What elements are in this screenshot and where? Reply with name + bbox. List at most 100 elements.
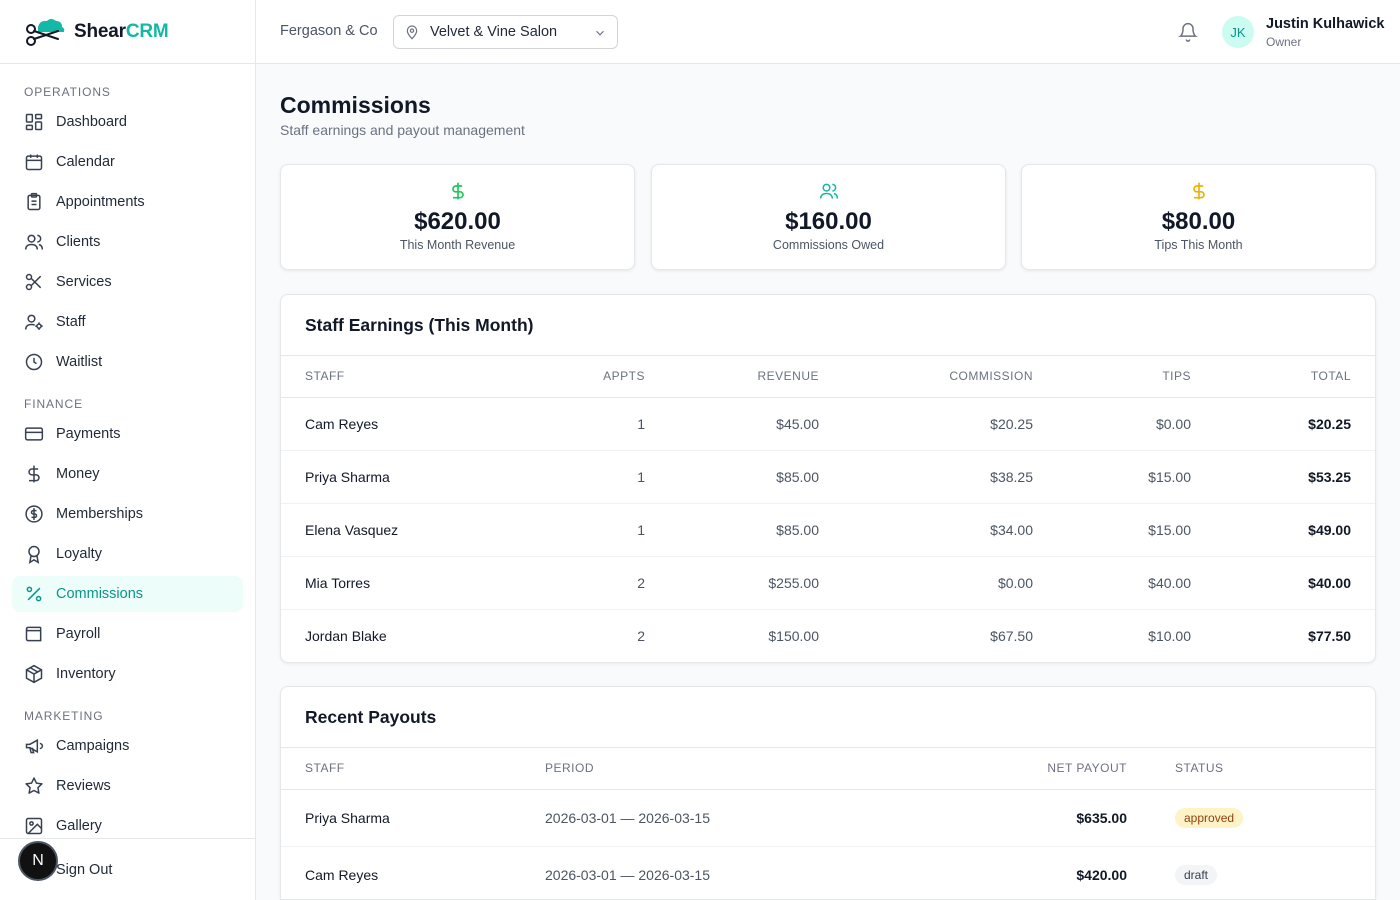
status-badge: draft bbox=[1175, 864, 1218, 885]
stat-value: $80.00 bbox=[1161, 208, 1236, 235]
cell-staff: Cam Reyes bbox=[305, 866, 379, 883]
sidebar-item-payments[interactable]: Payments bbox=[12, 416, 243, 452]
cell-commission: $67.50 bbox=[990, 627, 1033, 644]
cell-appts: 1 bbox=[541, 450, 669, 504]
sidebar-item-label: Money bbox=[56, 466, 100, 482]
sidebar-item-label: Gallery bbox=[56, 818, 102, 834]
sidebar-item-waitlist[interactable]: Waitlist bbox=[12, 344, 243, 380]
card-title: Recent Payouts bbox=[281, 687, 1375, 748]
cell-commission: $20.25 bbox=[843, 397, 1057, 451]
table-row: Mia Torres 2 $255.00 $0.00 $40.00 $40.00 bbox=[281, 556, 1375, 610]
brand[interactable]: ShearCRM bbox=[0, 0, 255, 64]
cell-commission: $34.00 bbox=[843, 503, 1057, 557]
sidebar-item-calendar[interactable]: Calendar bbox=[12, 144, 243, 180]
sidebar-item-payroll[interactable]: Payroll bbox=[12, 616, 243, 652]
clipboard-icon bbox=[24, 192, 44, 212]
cell-appts: 2 bbox=[637, 627, 645, 644]
cell-tips: $10.00 bbox=[1148, 627, 1191, 644]
stat-card-tips: $80.00 Tips This Month bbox=[1021, 164, 1376, 270]
stat-label: Commissions Owed bbox=[772, 238, 885, 252]
megaphone-icon bbox=[24, 736, 44, 756]
column-header: Commission bbox=[843, 356, 1057, 398]
avatar[interactable]: JK bbox=[1222, 16, 1254, 48]
status-badge: approved bbox=[1175, 807, 1244, 828]
stat-card-commissions: $160.00 Commissions Owed bbox=[651, 164, 1006, 270]
sidebar-item-label: Campaigns bbox=[56, 738, 130, 754]
cell-tips: $15.00 bbox=[1057, 450, 1215, 504]
cell-tips: $0.00 bbox=[1057, 397, 1215, 451]
sidebar-item-commissions[interactable]: Commissions bbox=[12, 576, 243, 612]
section-title-operations: OPERATIONS bbox=[24, 85, 111, 99]
sidebar-item-label: Reviews bbox=[56, 778, 111, 794]
cell-total: $53.25 bbox=[1215, 450, 1375, 504]
scissors-logo-icon bbox=[24, 17, 68, 47]
table-row: Cam Reyes 2026-03-01 — 2026-03-15 $420.0… bbox=[281, 846, 1375, 899]
sidebar-item-gallery[interactable]: Gallery bbox=[12, 808, 243, 844]
column-header: Staff bbox=[281, 748, 521, 790]
bell-icon[interactable] bbox=[1178, 22, 1198, 42]
table-row: Priya Sharma 1 $85.00 $38.25 $15.00 $53.… bbox=[281, 450, 1375, 504]
users-icon bbox=[24, 232, 44, 252]
section-title-marketing: MARKETING bbox=[24, 709, 104, 723]
sidebar-item-label: Dashboard bbox=[56, 114, 127, 130]
cell-commission: $0.00 bbox=[843, 556, 1057, 610]
stat-label: This Month Revenue bbox=[399, 238, 516, 252]
column-header: Appts bbox=[541, 356, 669, 398]
sidebar-item-appointments[interactable]: Appointments bbox=[12, 184, 243, 220]
award-icon bbox=[24, 544, 44, 564]
column-header: Total bbox=[1215, 356, 1375, 398]
n-badge-button[interactable]: N bbox=[18, 841, 58, 881]
location-select[interactable]: Velvet & Vine Salon bbox=[393, 15, 618, 49]
cell-staff: Cam Reyes bbox=[281, 397, 541, 451]
sidebar-item-label: Waitlist bbox=[56, 354, 103, 370]
users-icon bbox=[819, 181, 839, 201]
cell-revenue: $85.00 bbox=[669, 450, 843, 504]
staff-earnings-table: Staff Appts Revenue Commission Tips Tota… bbox=[281, 356, 1375, 662]
sidebar-item-memberships[interactable]: Memberships bbox=[12, 496, 243, 532]
table-row: Cam Reyes 1 $45.00 $20.25 $0.00 $20.25 bbox=[281, 397, 1375, 451]
sidebar-item-label: Payments bbox=[56, 426, 121, 442]
stat-label: Tips This Month bbox=[1154, 238, 1243, 252]
sidebar-item-staff[interactable]: Staff bbox=[12, 304, 243, 340]
brand-name: ShearCRM bbox=[74, 20, 169, 42]
recent-payouts-table: Staff Period Net Payout Status Priya Sha… bbox=[281, 748, 1375, 899]
sign-out-button[interactable]: Sign Out bbox=[0, 838, 255, 900]
sidebar-item-services[interactable]: Services bbox=[12, 264, 243, 300]
cell-revenue: $255.00 bbox=[669, 556, 843, 610]
clock-icon bbox=[24, 352, 44, 372]
column-header: Revenue bbox=[669, 356, 843, 398]
cell-staff: Jordan Blake bbox=[305, 627, 387, 644]
sidebar-item-loyalty[interactable]: Loyalty bbox=[12, 536, 243, 572]
sidebar-item-reviews[interactable]: Reviews bbox=[12, 768, 243, 804]
dollar-icon bbox=[1189, 181, 1209, 201]
org-name: Fergason & Co bbox=[280, 23, 378, 39]
staff-earnings-card: Staff Earnings (This Month) Staff Appts … bbox=[280, 294, 1376, 663]
user-name: Justin Kulhawick bbox=[1266, 16, 1385, 32]
sidebar-item-clients[interactable]: Clients bbox=[12, 224, 243, 260]
sidebar-item-campaigns[interactable]: Campaigns bbox=[12, 728, 243, 764]
scissors-icon bbox=[24, 272, 44, 292]
sidebar-item-inventory[interactable]: Inventory bbox=[12, 656, 243, 692]
dollar-icon bbox=[24, 464, 44, 484]
section-title-finance: FINANCE bbox=[24, 397, 83, 411]
sidebar-item-label: Calendar bbox=[56, 154, 115, 170]
wallet-icon bbox=[24, 624, 44, 644]
user-cog-icon bbox=[24, 312, 44, 332]
percent-icon bbox=[24, 584, 44, 604]
chevron-down-icon bbox=[593, 26, 607, 40]
cell-tips: $40.00 bbox=[1057, 556, 1215, 610]
column-header: Tips bbox=[1057, 356, 1215, 398]
card-title: Staff Earnings (This Month) bbox=[281, 295, 1375, 356]
cell-tips: $15.00 bbox=[1057, 503, 1215, 557]
cell-net-payout: $420.00 bbox=[1076, 866, 1127, 883]
dashboard-icon bbox=[24, 112, 44, 132]
dollar-icon bbox=[448, 181, 468, 201]
cell-appts: 2 bbox=[541, 556, 669, 610]
sidebar-item-money[interactable]: Money bbox=[12, 456, 243, 492]
sidebar: ShearCRM OPERATIONS Dashboard Calendar A… bbox=[0, 0, 256, 900]
page-title: Commissions bbox=[280, 92, 431, 118]
cell-staff: Mia Torres bbox=[281, 556, 541, 610]
map-pin-icon bbox=[404, 24, 420, 40]
sidebar-item-dashboard[interactable]: Dashboard bbox=[12, 104, 243, 140]
cell-total: $49.00 bbox=[1215, 503, 1375, 557]
